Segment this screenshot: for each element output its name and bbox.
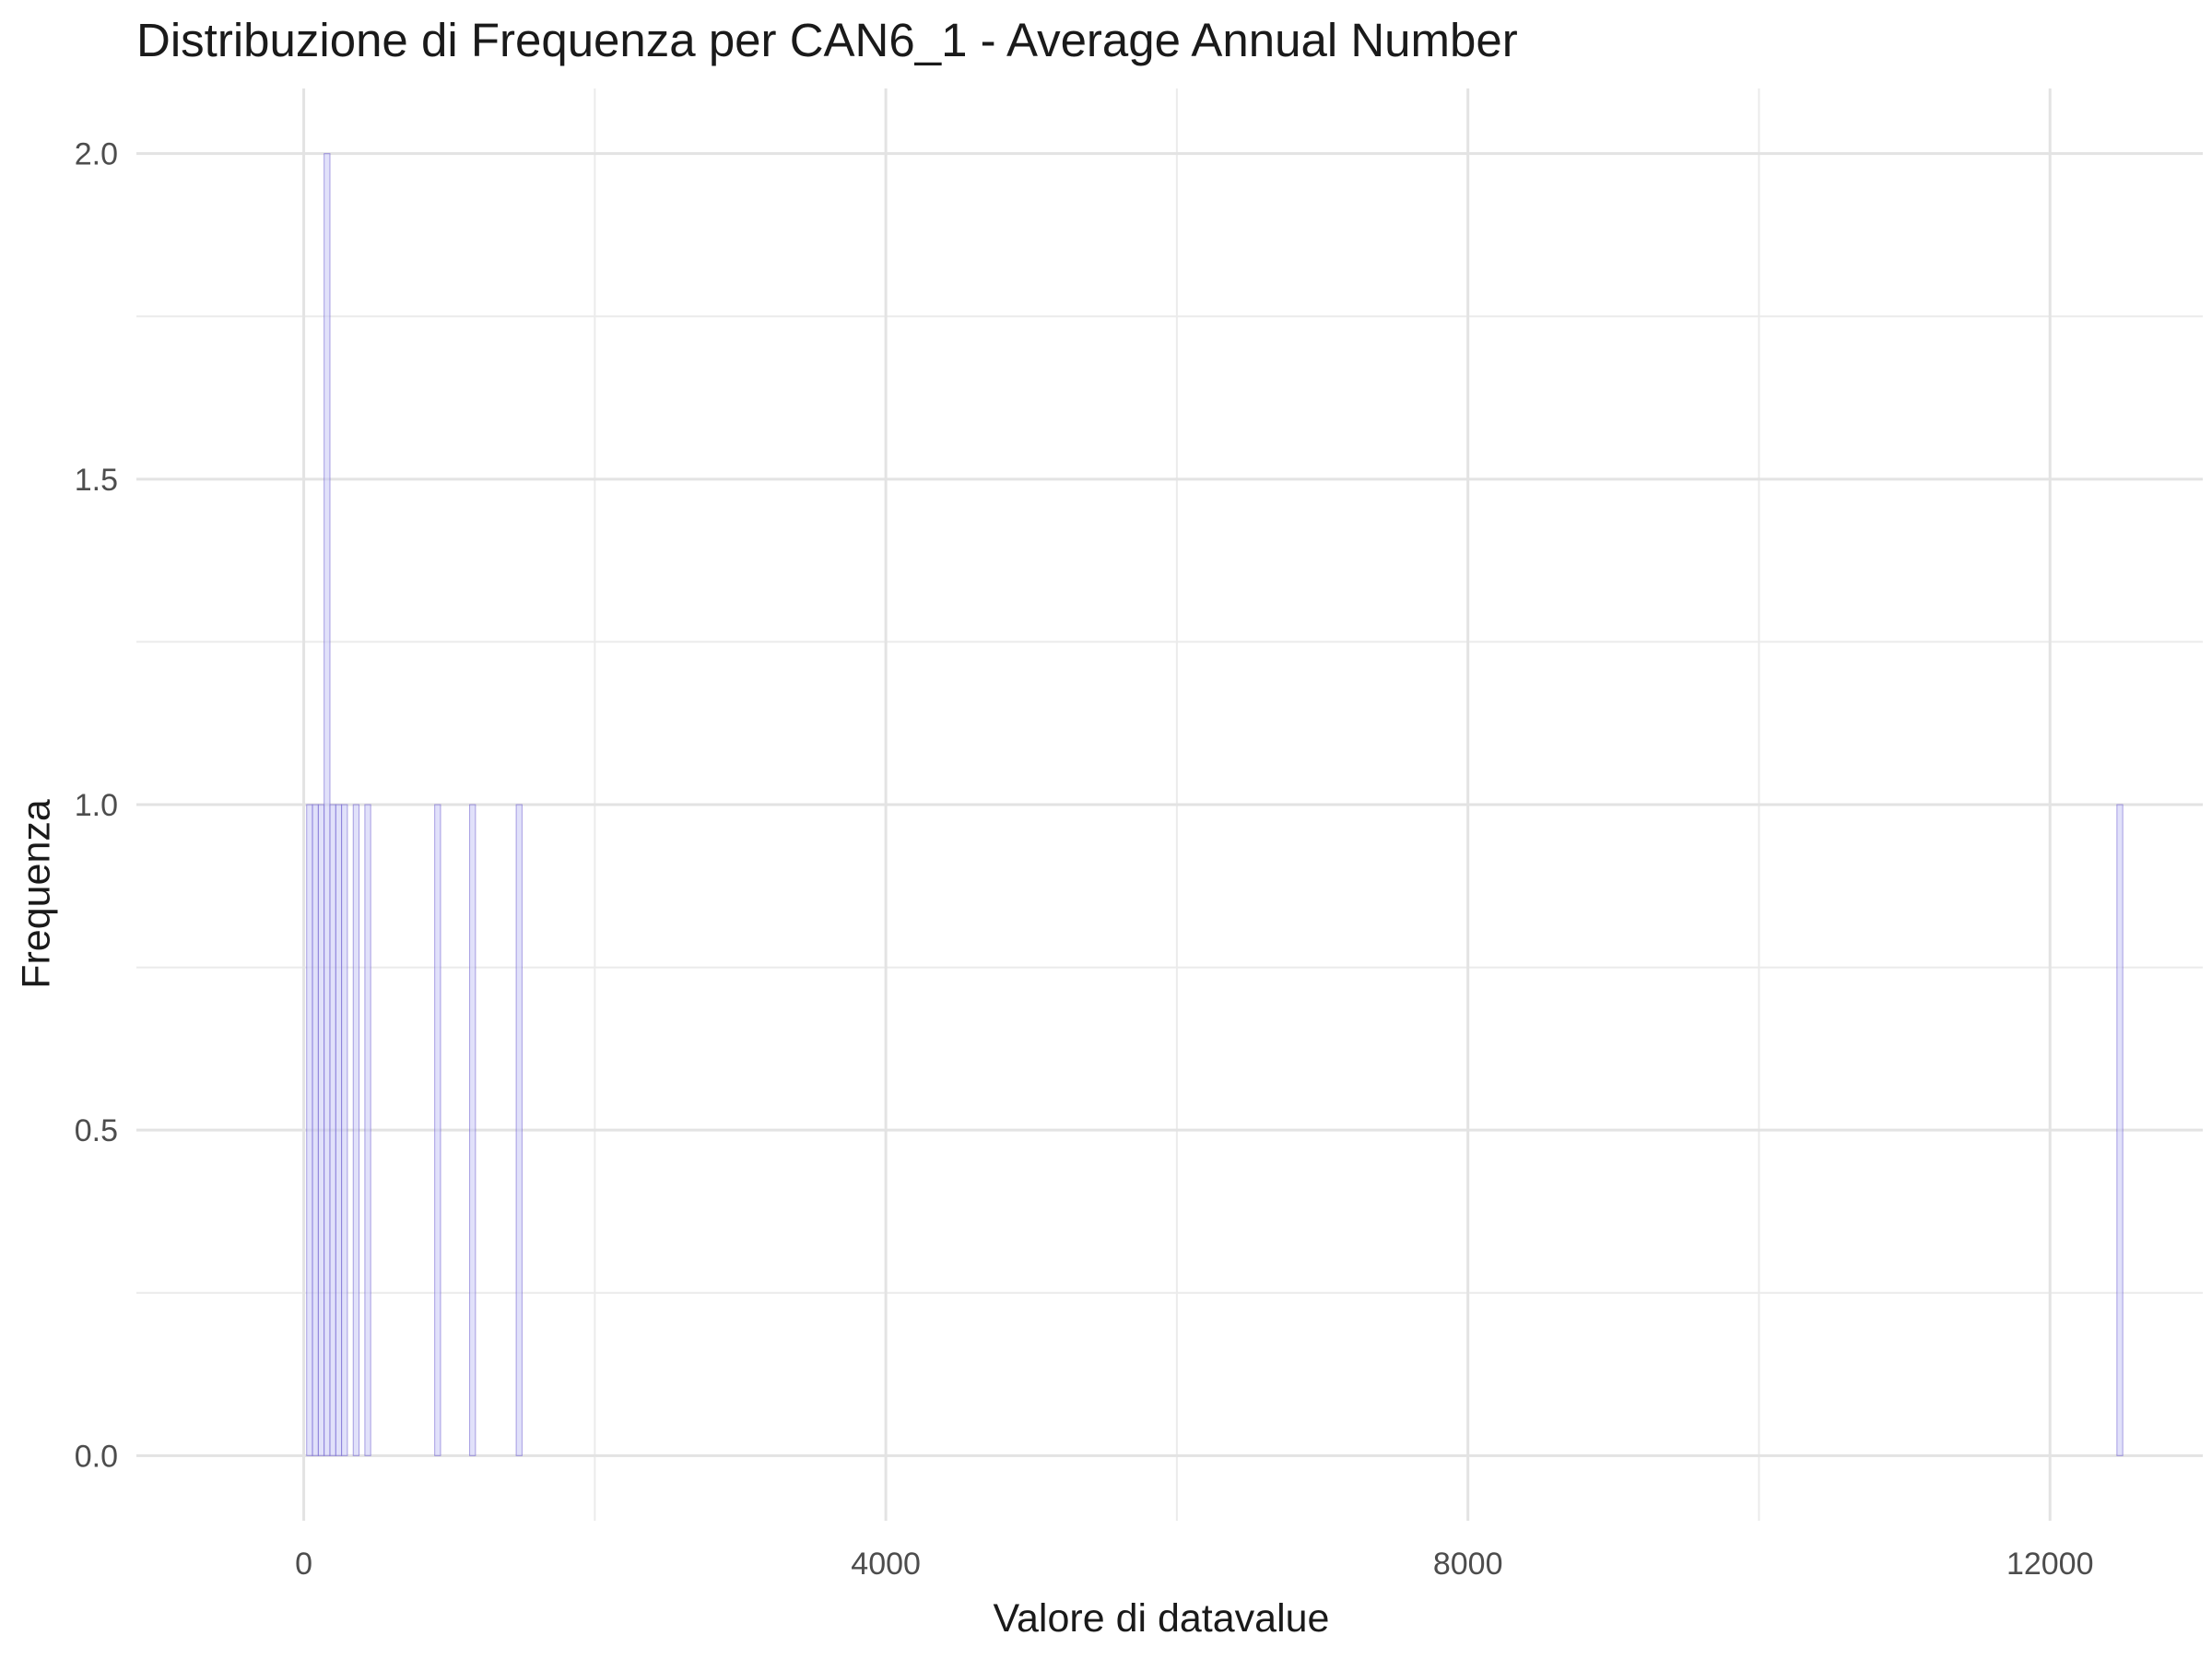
histogram-bar xyxy=(515,804,523,1456)
histogram-bars xyxy=(306,153,2124,1456)
histogram-bar xyxy=(352,804,360,1456)
y-axis-ticks: 0.0 0.5 1.0 1.5 2.0 xyxy=(75,137,118,1475)
histogram-bar xyxy=(306,804,313,1456)
histogram-bar xyxy=(317,804,325,1456)
histogram-bar xyxy=(469,804,477,1456)
histogram-bar xyxy=(364,804,371,1456)
histogram-bar xyxy=(324,153,331,1456)
x-axis-ticks: 0 4000 8000 12000 xyxy=(295,1547,2093,1582)
x-tick-label: 4000 xyxy=(851,1547,921,1582)
x-tick-label: 0 xyxy=(295,1547,312,1582)
y-tick-label: 2.0 xyxy=(75,137,118,172)
histogram-bar xyxy=(312,804,319,1456)
x-tick-label: 8000 xyxy=(1433,1547,1503,1582)
major-gridlines xyxy=(136,88,2203,1521)
x-tick-label: 12000 xyxy=(2006,1547,2094,1582)
x-axis-label: Valore di datavalue xyxy=(993,1596,1330,1641)
y-tick-label: 1.5 xyxy=(75,463,118,498)
y-tick-label: 0.0 xyxy=(75,1439,118,1474)
y-tick-label: 0.5 xyxy=(75,1113,118,1148)
histogram-bar xyxy=(434,804,441,1456)
histogram-bar xyxy=(329,804,336,1456)
y-tick-label: 1.0 xyxy=(75,788,118,823)
histogram-bar xyxy=(335,804,343,1456)
chart-title: Distribuzione di Frequenza per CAN6_1 - … xyxy=(136,14,1518,66)
histogram-bar xyxy=(2116,804,2124,1456)
histogram-bar xyxy=(341,804,348,1456)
